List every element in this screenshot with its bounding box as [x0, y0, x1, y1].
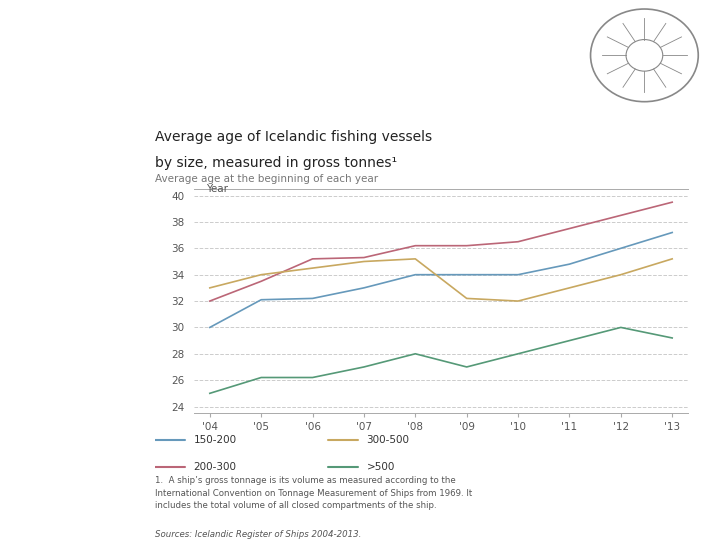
Text: 300-500: 300-500 [366, 435, 410, 445]
Text: situation: situation [14, 70, 112, 90]
Text: by size, measured in gross tonnes¹: by size, measured in gross tonnes¹ [155, 156, 397, 170]
Text: V Assets of DMBs and borrowers´: V Assets of DMBs and borrowers´ [14, 18, 387, 38]
Text: Year: Year [206, 184, 228, 194]
Text: >500: >500 [366, 462, 395, 472]
Text: Average age of Icelandic fishing vessels: Average age of Icelandic fishing vessels [155, 130, 432, 144]
Text: 150-200: 150-200 [194, 435, 237, 445]
Text: Average age at the beginning of each year: Average age at the beginning of each yea… [155, 173, 378, 184]
Text: 200-300: 200-300 [194, 462, 237, 472]
Text: 1.  A ship’s gross tonnage is its volume as measured according to the
Internatio: 1. A ship’s gross tonnage is its volume … [155, 476, 472, 510]
Text: Sources: Icelandic Register of Ships 2004-2013.: Sources: Icelandic Register of Ships 200… [155, 530, 361, 539]
